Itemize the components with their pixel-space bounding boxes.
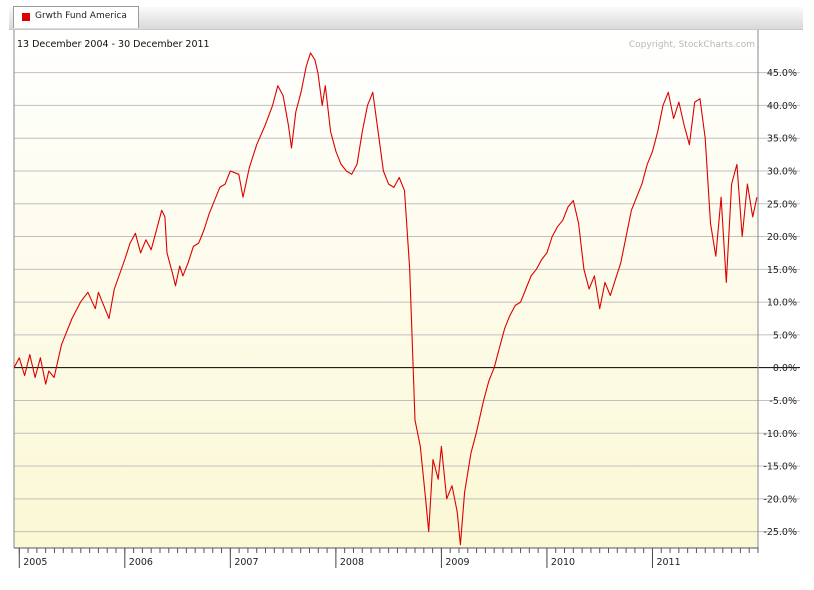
y-tick-label: 5.0% (773, 330, 797, 341)
legend-swatch (22, 13, 30, 21)
legend-label: Grwth Fund America (35, 11, 127, 21)
y-tick-label: -10.0% (763, 429, 797, 440)
price-series-line (13, 52, 758, 546)
plot-background (14, 30, 758, 548)
x-tick-label: 2011 (656, 557, 680, 568)
x-tick-label: 2005 (23, 557, 47, 568)
y-tick-label: 0.0% (773, 363, 797, 374)
y-tick-label: -25.0% (763, 527, 797, 538)
y-tick-label: 25.0% (767, 199, 797, 210)
y-tick-label: 45.0% (767, 68, 797, 79)
legend-tab-bar (9, 7, 803, 30)
copyright-label: Copyright, StockCharts.com (629, 40, 755, 50)
y-tick-label: -5.0% (769, 396, 797, 407)
x-tick-label: 2007 (234, 557, 258, 568)
y-tick-label: 15.0% (767, 265, 797, 276)
y-tick-label: -20.0% (763, 494, 797, 505)
x-tick-label: 2006 (129, 557, 153, 568)
x-tick-label: 2009 (445, 557, 469, 568)
x-tick-label: 2010 (551, 557, 575, 568)
y-tick-label: 40.0% (767, 101, 797, 112)
x-tick-label: 2008 (340, 557, 364, 568)
y-tick-label: -15.0% (763, 462, 797, 473)
y-tick-label: 10.0% (767, 298, 797, 309)
y-tick-label: 35.0% (767, 134, 797, 145)
y-tick-label: 30.0% (767, 166, 797, 177)
date-range-label: 13 December 2004 - 30 December 2011 (17, 39, 210, 50)
y-tick-label: 20.0% (767, 232, 797, 243)
legend-tab[interactable]: Grwth Fund America (13, 6, 139, 28)
